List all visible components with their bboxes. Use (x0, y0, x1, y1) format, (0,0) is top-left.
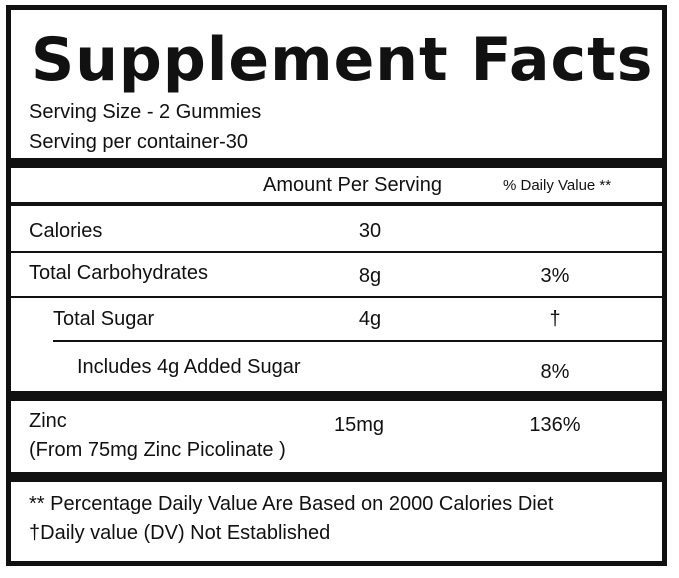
zinc-amount: 15mg (333, 414, 385, 436)
row-carbohydrates-amount: 8g (358, 265, 382, 287)
row-calories-name: Calories (29, 220, 103, 242)
row-carbohydrates-name: Total Carbohydrates (29, 262, 208, 284)
row-divider-1 (11, 251, 662, 253)
header-amount-per-serving: Amount Per Serving (263, 174, 442, 196)
supplement-facts-panel: Supplement Facts Serving Size - 2 Gummie… (6, 5, 667, 566)
row-total-sugar-name: Total Sugar (53, 308, 155, 330)
zinc-source: (From 75mg Zinc Picolinate ) (29, 439, 286, 461)
zinc-name: Zinc (29, 410, 67, 432)
thick-divider-middle (11, 391, 662, 401)
panel-title: Supplement Facts (31, 25, 654, 95)
servings-per-container: Serving per container-30 (29, 131, 249, 153)
row-divider-2 (11, 296, 662, 298)
row-calories-amount: 30 (358, 220, 382, 242)
thick-divider-top (11, 158, 662, 168)
row-divider-3 (53, 340, 662, 342)
zinc-dv: 136% (529, 414, 581, 436)
row-total-sugar-dv: † (549, 308, 561, 330)
row-added-sugar-dv: 8% (540, 361, 570, 383)
footnote-dv-not-established: †Daily value (DV) Not Established (29, 522, 331, 544)
header-divider (11, 202, 662, 206)
header-daily-value: % Daily Value ** (503, 177, 612, 194)
row-total-sugar-amount: 4g (358, 308, 382, 330)
serving-size: Serving Size - 2 Gummies (29, 101, 262, 123)
row-carbohydrates-dv: 3% (540, 265, 570, 287)
footnote-daily-value-basis: ** Percentage Daily Value Are Based on 2… (29, 493, 554, 515)
row-added-sugar-name: Includes 4g Added Sugar (77, 356, 301, 378)
thick-divider-bottom (11, 472, 662, 482)
